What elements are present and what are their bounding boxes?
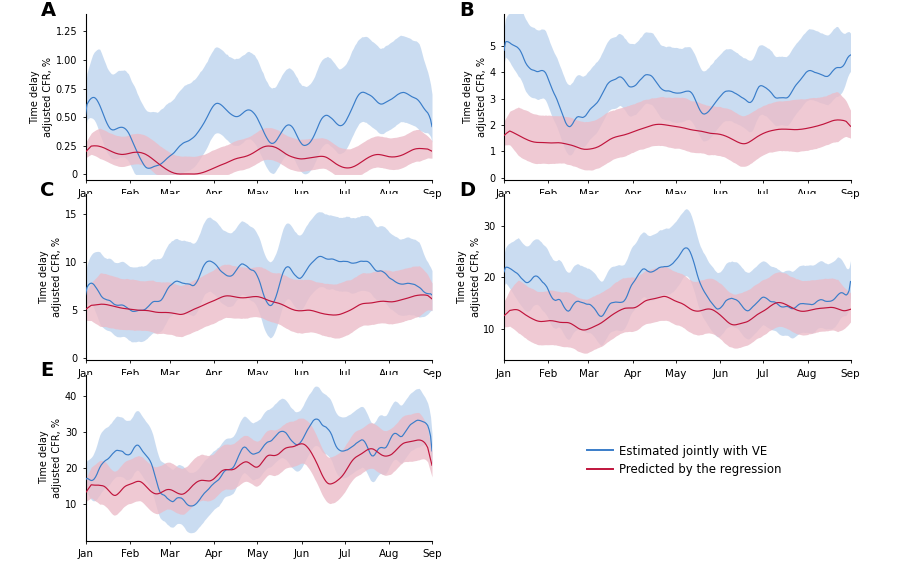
- Text: A: A: [40, 1, 56, 20]
- Y-axis label: Time delay
adjusted CFR, %: Time delay adjusted CFR, %: [39, 418, 62, 498]
- Text: E: E: [40, 362, 54, 380]
- Y-axis label: Time delay
adjusted CFR, %: Time delay adjusted CFR, %: [464, 57, 487, 137]
- Text: D: D: [459, 181, 475, 200]
- Y-axis label: Time delay
adjusted CFR, %: Time delay adjusted CFR, %: [457, 237, 481, 317]
- Text: C: C: [40, 181, 55, 200]
- Y-axis label: Time delay
adjusted CFR, %: Time delay adjusted CFR, %: [30, 57, 53, 137]
- Legend: Estimated jointly with VE, Predicted by the regression: Estimated jointly with VE, Predicted by …: [587, 444, 781, 476]
- Text: B: B: [459, 1, 473, 20]
- Y-axis label: Time delay
adjusted CFR, %: Time delay adjusted CFR, %: [39, 237, 62, 317]
